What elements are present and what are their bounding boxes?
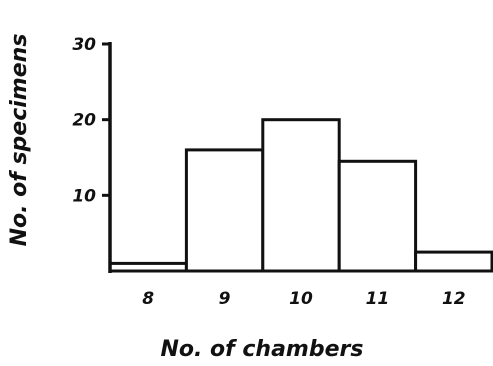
bars-group [108,118,493,273]
y-tick-label-30: 30 [72,35,96,55]
y-tick-label-20: 20 [72,111,96,131]
bar-10 [261,118,341,273]
bar-12 [414,250,493,273]
bar-8 [108,261,188,273]
y-tick-label-10: 10 [72,186,96,206]
x-tick-label-12: 12 [442,289,466,309]
x-tick-label-11: 11 [366,289,390,309]
y-axis-label: No. of specimens [7,34,32,247]
x-ticks-group: 8 9 10 11 12 [142,289,465,309]
bar-11 [337,159,418,273]
x-tick-label-10: 10 [289,289,313,309]
x-tick-label-9: 9 [219,289,231,309]
x-axis-label: No. of chambers [161,337,364,362]
x-tick-label-8: 8 [142,289,154,309]
y-ticks-group: 10 20 30 [72,35,110,206]
bar-9 [184,148,265,273]
